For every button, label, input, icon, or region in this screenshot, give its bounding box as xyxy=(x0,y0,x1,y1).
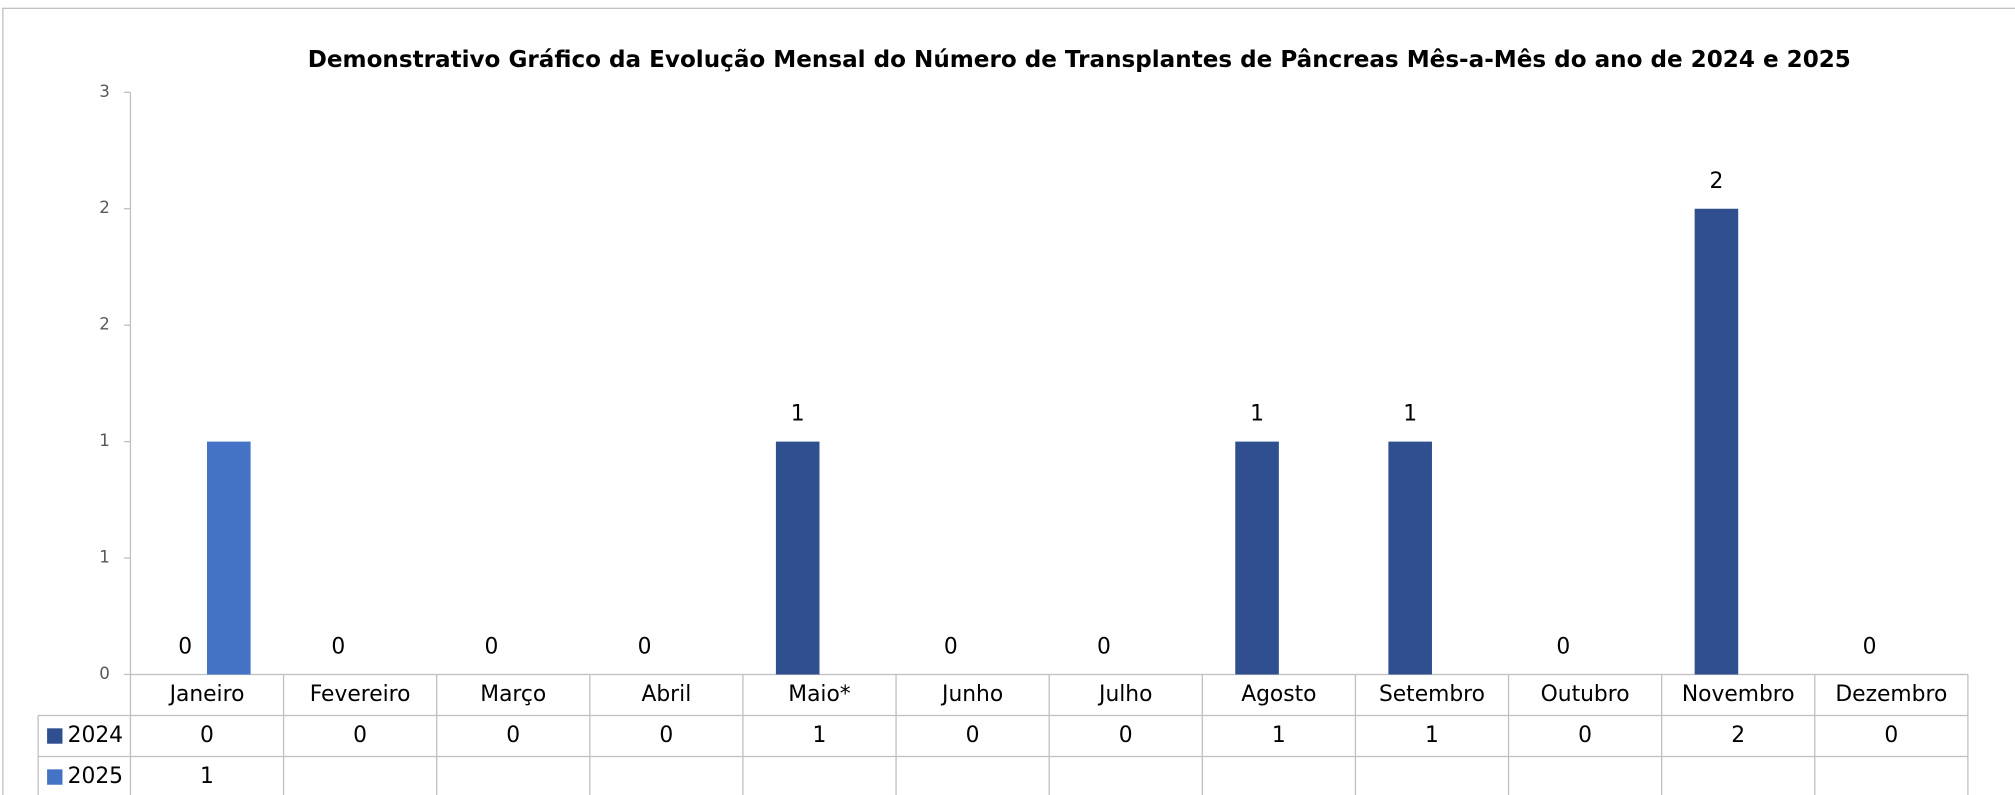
data-label: 1 xyxy=(1250,402,1264,427)
data-label: 0 xyxy=(1556,635,1570,660)
bar xyxy=(1694,208,1739,675)
x-tick-label: Dezembro xyxy=(1835,682,1947,707)
table-value: 1 xyxy=(813,723,827,748)
legend-label: 2024 xyxy=(68,723,123,748)
chart-frame xyxy=(2,7,2015,795)
data-label: 0 xyxy=(1863,635,1877,660)
table-value: 0 xyxy=(659,723,673,748)
table-value: 1 xyxy=(200,764,214,789)
x-tick-label: Fevereiro xyxy=(310,682,411,707)
y-tick-label: 2 xyxy=(99,198,110,217)
table-value: 0 xyxy=(506,723,520,748)
data-label: 0 xyxy=(1097,635,1111,660)
legend-label: 2025 xyxy=(68,764,123,789)
data-label: 0 xyxy=(178,635,192,660)
x-tick-label: Abril xyxy=(641,682,691,707)
x-tick-label: Agosto xyxy=(1241,682,1316,707)
y-tick-label: 2 xyxy=(99,315,110,334)
x-tick-label: Julho xyxy=(1097,682,1152,707)
table-value: 2 xyxy=(1731,723,1745,748)
data-label: 2 xyxy=(1709,169,1723,194)
bar xyxy=(1235,441,1279,675)
table-value: 0 xyxy=(353,723,367,748)
data-label: 0 xyxy=(485,635,499,660)
table-value: 0 xyxy=(1119,723,1133,748)
table-value: 0 xyxy=(966,723,980,748)
data-label: 1 xyxy=(791,402,805,427)
bar xyxy=(1388,441,1432,675)
table-value: 0 xyxy=(1578,723,1592,748)
y-tick-label: 1 xyxy=(99,548,110,567)
table-value: 1 xyxy=(1425,723,1439,748)
x-tick-label: Novembro xyxy=(1682,682,1795,707)
chart-title: Demonstrativo Gráfico da Evolução Mensal… xyxy=(308,47,1851,73)
data-label: 0 xyxy=(638,635,652,660)
x-tick-label: Maio* xyxy=(788,682,851,707)
y-tick-label: 0 xyxy=(99,664,110,683)
x-tick-label: Setembro xyxy=(1379,682,1485,707)
x-tick-label: Junho xyxy=(940,682,1003,707)
data-label: 1 xyxy=(1403,402,1417,427)
x-tick-label: Outubro xyxy=(1541,682,1630,707)
table-value: 1 xyxy=(1272,723,1286,748)
data-label: 0 xyxy=(331,635,345,660)
y-tick-label: 1 xyxy=(99,431,110,450)
legend-swatch xyxy=(47,728,63,744)
table-value: 0 xyxy=(1884,723,1898,748)
bar xyxy=(775,441,820,675)
x-tick-label: Março xyxy=(480,682,546,707)
table-value: 0 xyxy=(200,723,214,748)
x-tick-label: Janeiro xyxy=(168,682,245,707)
y-tick-label: 3 xyxy=(99,82,110,101)
bar xyxy=(206,441,251,675)
legend-swatch xyxy=(47,769,63,785)
data-label: 0 xyxy=(944,635,958,660)
